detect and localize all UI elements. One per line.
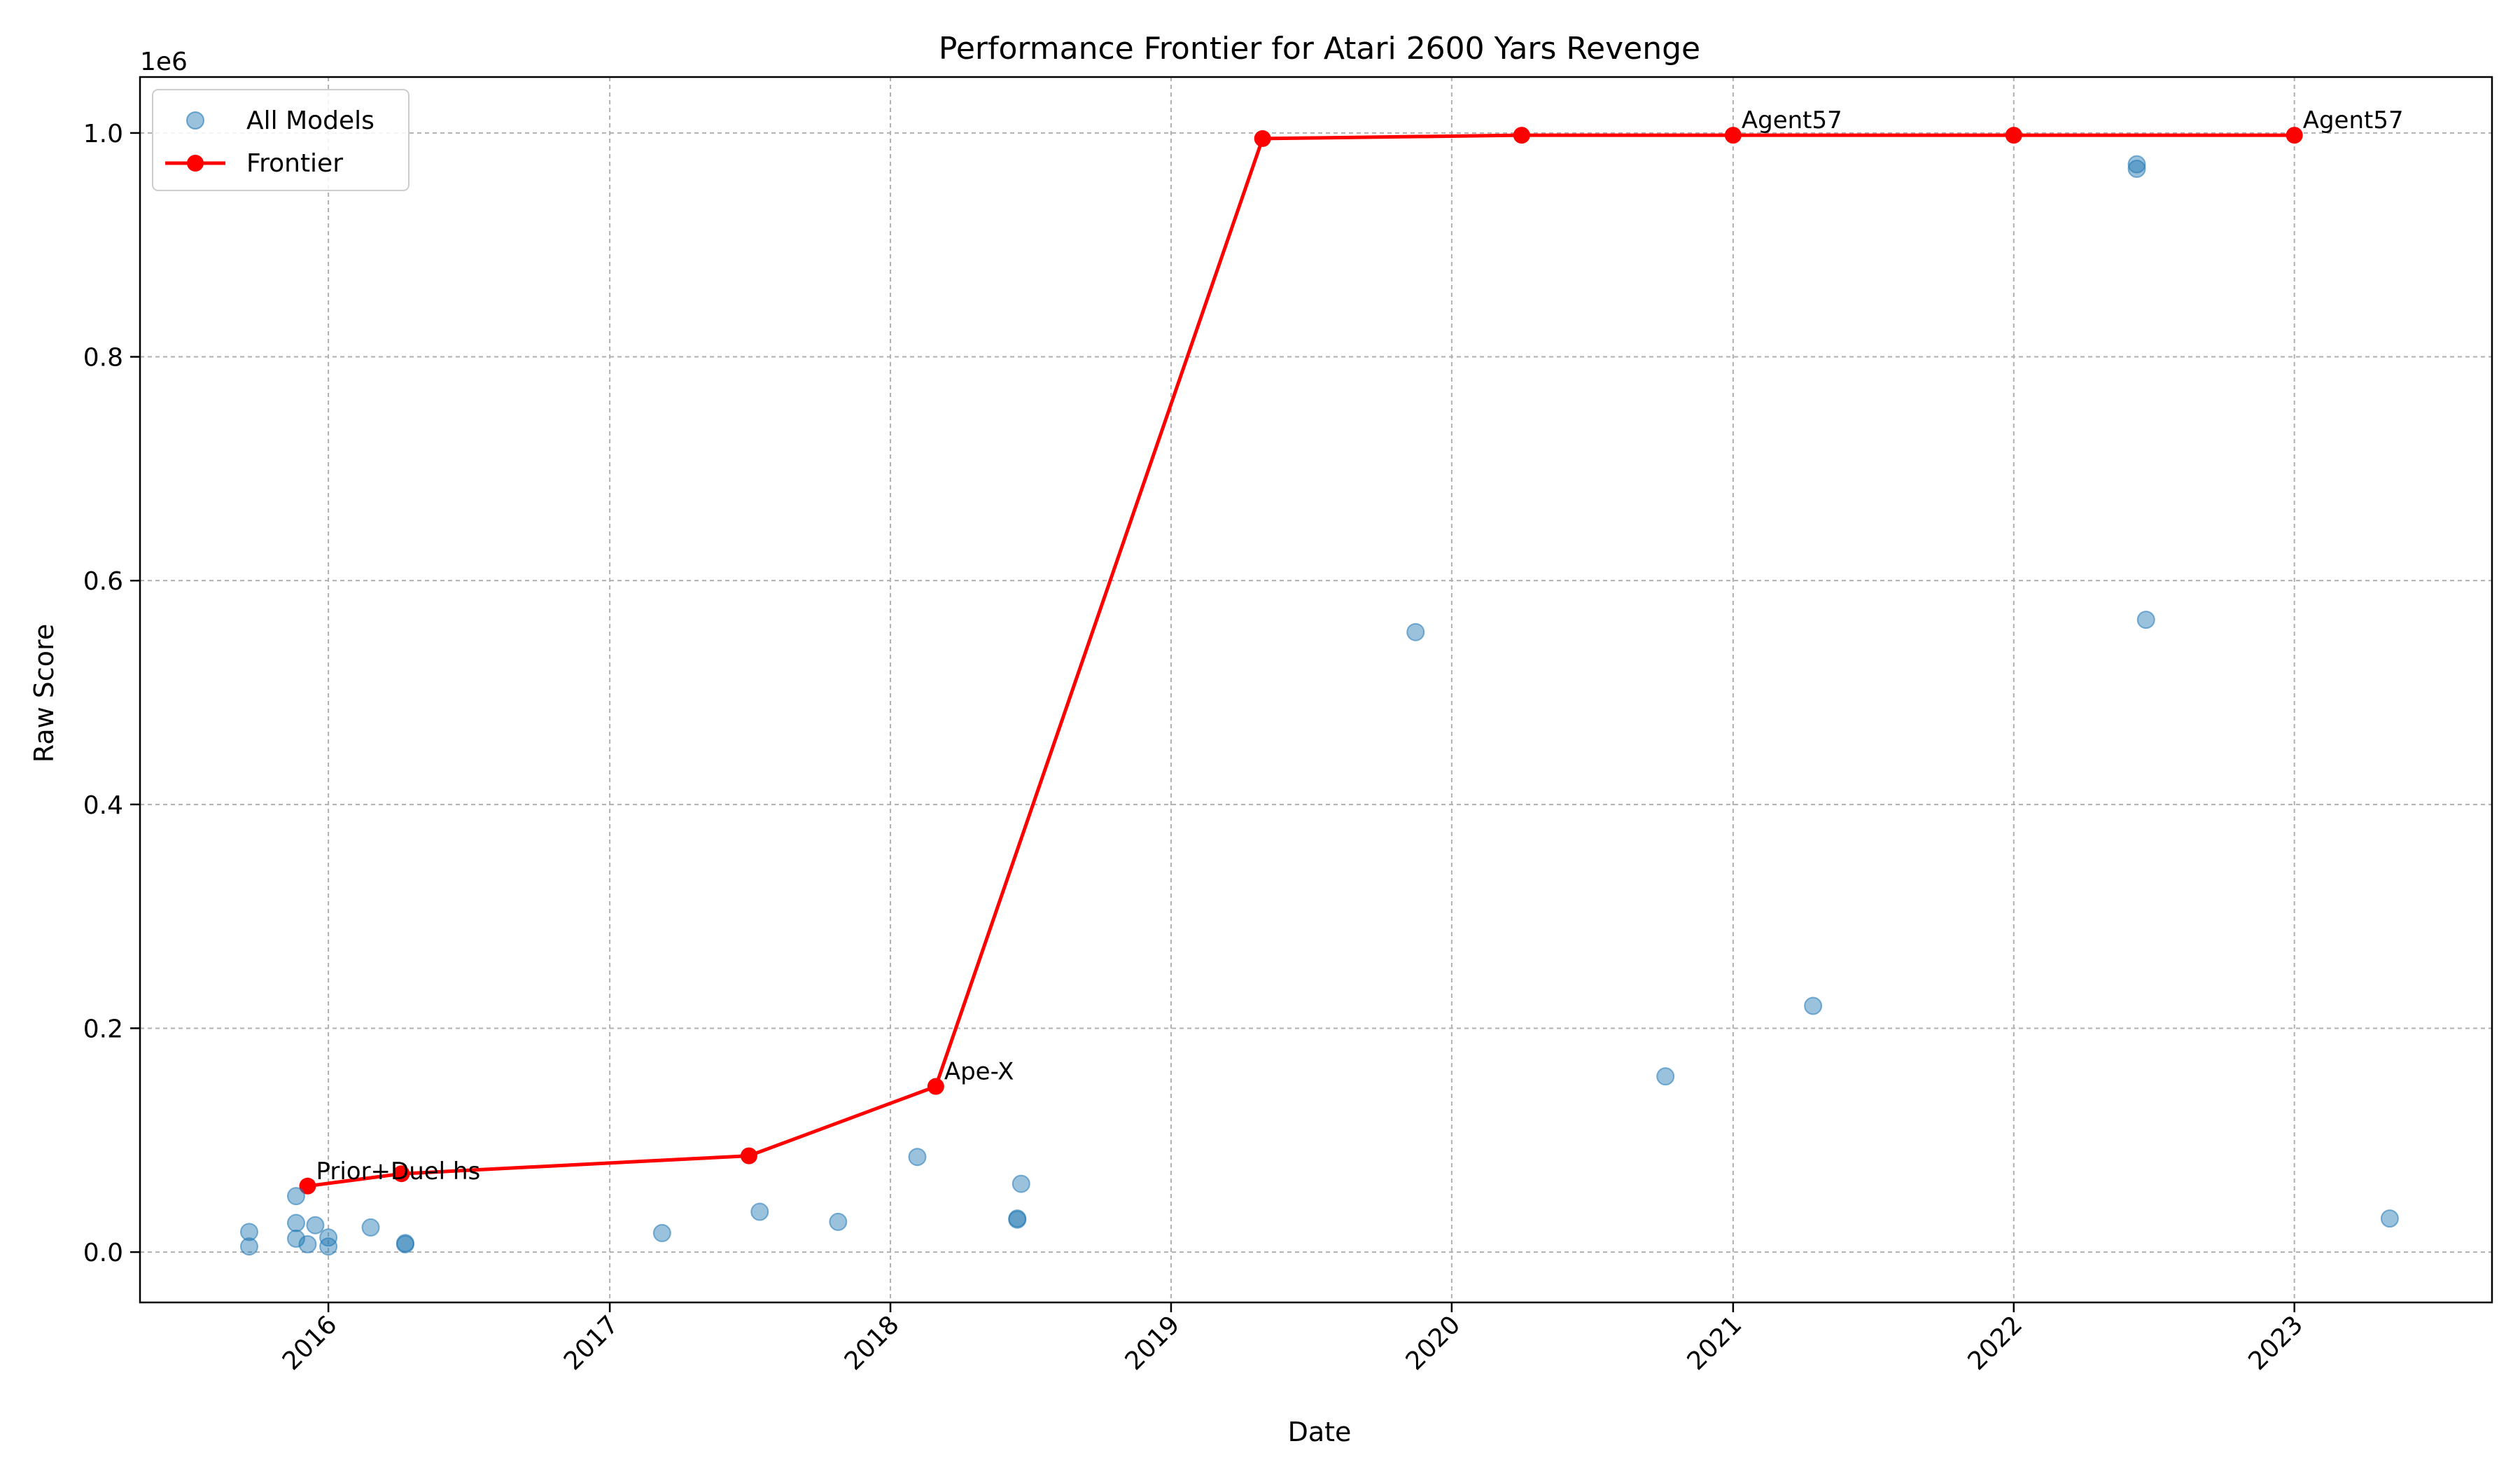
model-point xyxy=(2136,611,2155,630)
model-point xyxy=(1656,1067,1675,1086)
model-point xyxy=(298,1235,317,1253)
model-point xyxy=(286,1214,305,1232)
model-point xyxy=(361,1218,380,1237)
model-point xyxy=(286,1187,305,1206)
x-tick-label: 2017 xyxy=(559,1310,624,1376)
model-point xyxy=(908,1148,927,1167)
x-axis: 2016 2017 2018 2019 2020 2021 2022 2023 xyxy=(277,1302,2309,1376)
model-point xyxy=(239,1237,258,1256)
annotation-label: Prior+Duel hs xyxy=(316,1157,480,1186)
x-tick-label: 2016 xyxy=(277,1310,343,1376)
frontier-point xyxy=(1724,127,1742,144)
x-tick-label: 2021 xyxy=(1682,1310,1748,1376)
frontier-point xyxy=(393,1165,410,1183)
annotations: Prior+Duel hs Ape-X Agent57 Agent57 xyxy=(316,106,2403,1186)
model-point xyxy=(1804,996,1823,1015)
frontier-point xyxy=(2286,127,2303,144)
y-tick-label: 0.4 xyxy=(83,791,123,820)
frontier-point xyxy=(927,1078,944,1095)
y-tick-label: 1.0 xyxy=(83,120,123,148)
model-point xyxy=(1406,623,1425,641)
annotation-label: Agent57 xyxy=(2303,106,2404,134)
x-axis-label: Date xyxy=(1288,1417,1352,1447)
legend-label-all-models: All Models xyxy=(246,106,374,135)
model-point xyxy=(286,1229,305,1248)
model-point xyxy=(306,1216,325,1235)
model-point xyxy=(750,1202,769,1221)
legend-box xyxy=(152,89,410,191)
model-point xyxy=(1008,1209,1027,1228)
y-tick-label: 0.2 xyxy=(83,1015,123,1043)
model-point xyxy=(1011,1174,1030,1193)
all-models-series xyxy=(239,155,2399,1256)
frontier-point xyxy=(740,1147,757,1164)
model-point xyxy=(319,1237,338,1256)
model-point xyxy=(2127,160,2146,179)
legend-marker-frontier xyxy=(187,155,204,172)
model-point xyxy=(2127,155,2146,174)
model-point xyxy=(239,1223,258,1242)
model-point xyxy=(396,1235,414,1253)
y-tick-label: 0.0 xyxy=(83,1239,123,1267)
y-tick-label: 0.6 xyxy=(83,567,123,596)
x-tick-label: 2023 xyxy=(2243,1310,2309,1376)
annotation-label: Ape-X xyxy=(944,1058,1014,1086)
frontier-point xyxy=(299,1177,316,1195)
y-offset-label: 1e6 xyxy=(140,48,188,76)
legend: All Models Frontier xyxy=(152,89,410,191)
y-axis: 0.0 0.2 0.4 0.6 0.8 1.0 xyxy=(83,120,140,1267)
plot-frame xyxy=(139,76,2493,1304)
y-tick-label: 0.8 xyxy=(83,344,123,373)
legend-label-frontier: Frontier xyxy=(246,149,343,178)
frontier-series xyxy=(299,127,2303,1195)
frontier-point xyxy=(1254,130,1271,147)
y-axis-label: Raw Score xyxy=(29,624,59,763)
model-point xyxy=(829,1212,848,1231)
grid xyxy=(140,77,2492,1302)
chart-title: Performance Frontier for Atari 2600 Yars… xyxy=(939,31,1700,67)
frontier-point xyxy=(2005,127,2022,144)
model-point xyxy=(2380,1209,2399,1228)
legend-marker-all-models xyxy=(186,111,204,130)
x-tick-label: 2018 xyxy=(839,1310,905,1376)
annotation-label: Agent57 xyxy=(1742,106,1842,134)
model-point xyxy=(652,1223,671,1242)
frontier-point xyxy=(1513,127,1530,144)
x-tick-label: 2022 xyxy=(1963,1310,2029,1376)
x-tick-label: 2020 xyxy=(1401,1310,1466,1376)
x-tick-label: 2019 xyxy=(1120,1310,1186,1376)
